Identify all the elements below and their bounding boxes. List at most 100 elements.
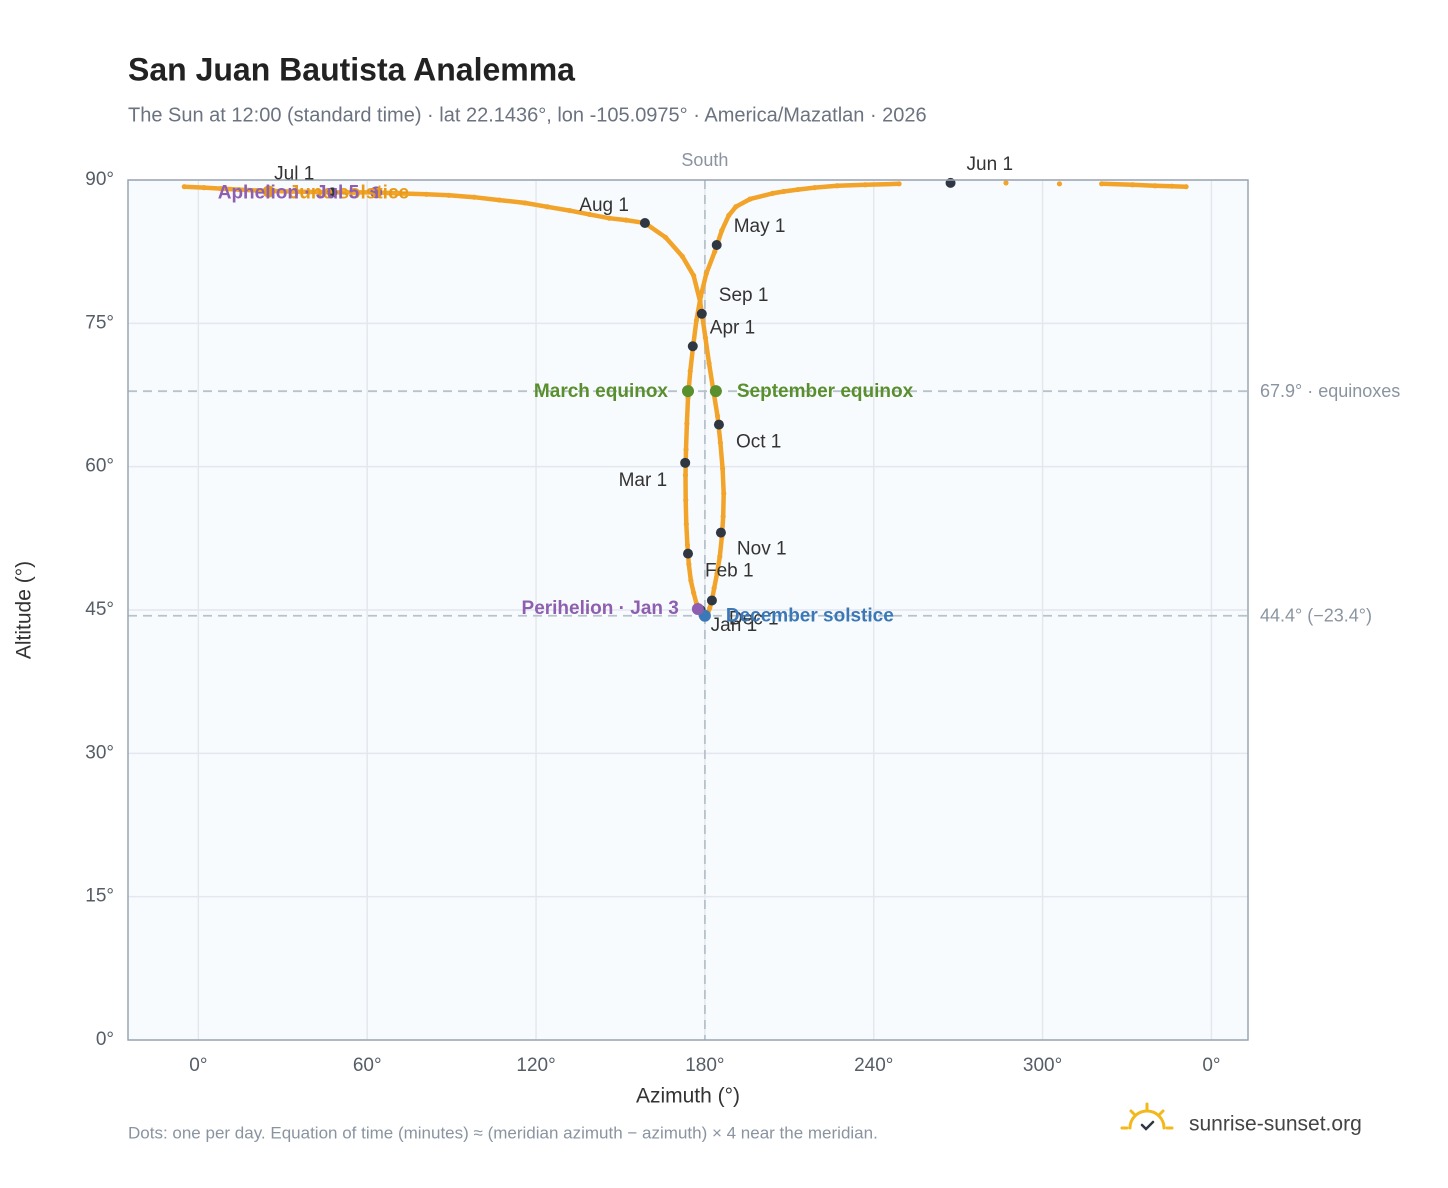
month-dot bbox=[711, 239, 722, 250]
daily-dot bbox=[544, 204, 550, 210]
month-label: Mar 1 bbox=[619, 470, 668, 491]
y-tick-label: 0° bbox=[96, 1029, 114, 1050]
daily-dot bbox=[567, 207, 573, 214]
month-label: Sep 1 bbox=[719, 285, 769, 306]
daily-dot bbox=[1183, 184, 1189, 190]
daily-dot bbox=[684, 542, 691, 548]
daily-dot bbox=[719, 228, 725, 234]
x-tick-label: 120° bbox=[516, 1055, 555, 1076]
daily-dot bbox=[712, 249, 718, 255]
daily-dot bbox=[1152, 183, 1158, 189]
y-tick-label: 75° bbox=[85, 312, 114, 333]
daily-dot bbox=[351, 189, 357, 196]
daily-dot bbox=[682, 472, 689, 478]
daily-dot bbox=[717, 553, 723, 560]
chart-subtitle: The Sun at 12:00 (standard time) · lat 2… bbox=[128, 104, 927, 126]
reference-label: 67.9° · equinoxes bbox=[1260, 381, 1400, 401]
daily-dot bbox=[1056, 181, 1063, 187]
daily-dot bbox=[683, 446, 689, 453]
month-label: Oct 1 bbox=[736, 432, 781, 453]
event-label: Perihelion · Jan 3 bbox=[522, 598, 679, 619]
daily-dot bbox=[769, 190, 776, 196]
daily-dot bbox=[236, 186, 242, 193]
month-dot bbox=[696, 308, 707, 319]
daily-dot bbox=[395, 190, 401, 196]
daily-dot bbox=[862, 182, 868, 188]
y-axis-label: Altitude (°) bbox=[13, 561, 36, 659]
event-label: December solstice bbox=[726, 606, 894, 627]
month-dot bbox=[687, 341, 698, 352]
daily-dot bbox=[781, 188, 787, 195]
daily-dot bbox=[795, 186, 801, 193]
chart-title: San Juan Bautista Analemma bbox=[128, 51, 575, 87]
daily-dot bbox=[717, 440, 723, 446]
daily-dot bbox=[697, 298, 703, 304]
daily-dot bbox=[693, 317, 700, 324]
reference-label: 44.4° (−23.4°) bbox=[1260, 605, 1372, 625]
daily-dot bbox=[706, 360, 712, 367]
daily-dot bbox=[707, 605, 713, 611]
event-dot bbox=[370, 186, 383, 199]
daily-dot bbox=[181, 184, 187, 190]
daily-dot bbox=[606, 215, 612, 221]
month-dot bbox=[706, 595, 717, 606]
marks bbox=[181, 177, 1189, 622]
daily-dot bbox=[691, 590, 697, 596]
plot-frame bbox=[127, 179, 1249, 1041]
daily-dot bbox=[288, 188, 294, 195]
daily-dot bbox=[687, 368, 693, 374]
daily-dot bbox=[726, 212, 732, 218]
daily-dot bbox=[720, 465, 726, 472]
daily-dot bbox=[471, 194, 477, 200]
month-dot bbox=[713, 419, 724, 430]
brand: sunrise-sunset.org bbox=[1189, 1113, 1362, 1136]
y-tick-label: 15° bbox=[85, 886, 114, 907]
month-dot bbox=[683, 548, 693, 559]
daily-dot bbox=[703, 271, 709, 277]
month-label: Apr 1 bbox=[710, 317, 755, 338]
month-label: Aug 1 bbox=[579, 195, 629, 216]
y-tick-label: 90° bbox=[85, 169, 114, 190]
x-tick-label: 240° bbox=[854, 1055, 893, 1076]
x-axis-label: Azimuth (°) bbox=[636, 1085, 740, 1108]
event-label: June solstice bbox=[289, 182, 409, 203]
daily-dot bbox=[623, 217, 629, 223]
y-tick-label: 45° bbox=[85, 599, 114, 620]
daily-dot bbox=[698, 293, 704, 300]
daily-dot bbox=[702, 335, 709, 341]
y-tick-label: 60° bbox=[85, 456, 114, 477]
daily-dot bbox=[686, 561, 692, 567]
x-tick-label: 180° bbox=[685, 1055, 724, 1076]
month-dot bbox=[639, 218, 650, 228]
event-dot bbox=[682, 385, 694, 398]
daily-dot bbox=[1130, 182, 1136, 188]
reference-label: South bbox=[681, 150, 728, 170]
daily-dot bbox=[683, 497, 689, 503]
month-label: Jun 1 bbox=[967, 154, 1013, 175]
daily-dot bbox=[711, 585, 717, 591]
event-label: September equinox bbox=[737, 381, 914, 402]
daily-dot bbox=[679, 253, 685, 260]
footnote: Dots: one per day. Equation of time (min… bbox=[128, 1123, 878, 1142]
daily-dot bbox=[747, 196, 753, 202]
event-dot bbox=[691, 603, 704, 616]
daily-dot bbox=[254, 187, 261, 194]
month-label: Dec 1 bbox=[729, 608, 779, 629]
month-label: Jan 1 bbox=[711, 615, 757, 636]
x-tick-label: 0° bbox=[189, 1055, 207, 1076]
event-dot bbox=[709, 385, 722, 398]
daily-dot bbox=[1099, 181, 1105, 187]
brand-icon bbox=[1120, 1102, 1174, 1131]
event-label: Aphelion · Jul 5 bbox=[218, 182, 360, 203]
daily-dot bbox=[201, 185, 207, 191]
daily-dot bbox=[423, 191, 429, 197]
x-tick-label: 60° bbox=[353, 1055, 382, 1076]
daily-dot bbox=[691, 272, 697, 279]
daily-dot bbox=[1003, 180, 1009, 186]
x-tick-label: 0° bbox=[1202, 1055, 1220, 1076]
y-tick-label: 30° bbox=[85, 742, 114, 763]
month-dot bbox=[680, 457, 691, 468]
month-label: Nov 1 bbox=[737, 539, 787, 560]
daily-dot bbox=[446, 192, 452, 198]
daily-dot bbox=[683, 521, 689, 527]
